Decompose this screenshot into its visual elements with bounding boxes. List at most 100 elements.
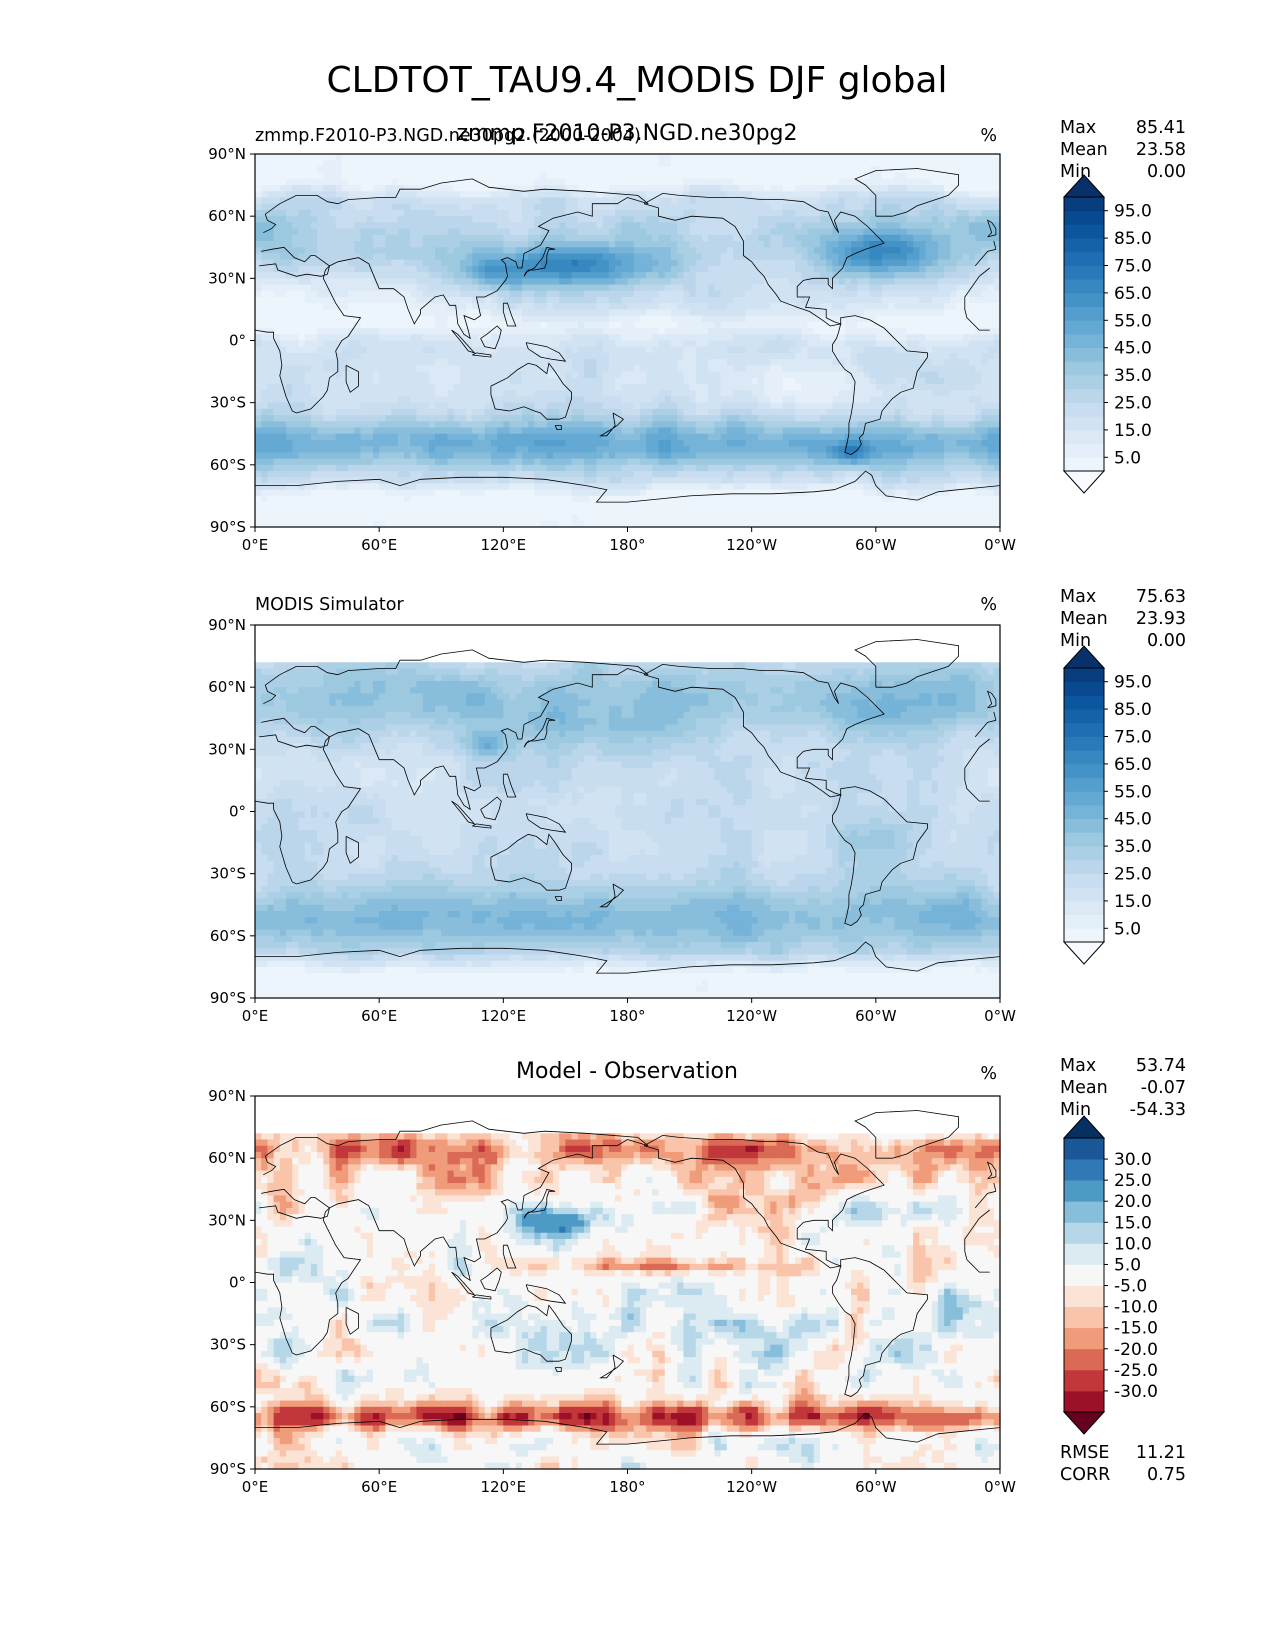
field-cell (267, 266, 274, 273)
field-cell (479, 173, 486, 180)
field-cell (292, 229, 299, 236)
field-cell (677, 403, 684, 410)
field-cell (714, 365, 721, 372)
field-cell (714, 154, 721, 161)
field-cell (851, 154, 858, 161)
field-cell (901, 309, 908, 316)
field-cell (578, 272, 585, 279)
field-cell (330, 316, 337, 323)
field-cell (485, 365, 492, 372)
field-cell (528, 216, 535, 223)
field-cell (832, 303, 839, 310)
field-cell (640, 334, 647, 341)
field-cell (491, 253, 498, 260)
field-cell (814, 253, 821, 260)
field-cell (665, 210, 672, 217)
field-cell (696, 390, 703, 397)
field-cell (944, 191, 951, 198)
field-cell (298, 322, 305, 329)
field-cell (379, 328, 386, 335)
field-cell (981, 309, 988, 316)
field-cell (851, 359, 858, 366)
field-cell (646, 278, 653, 285)
field-cell (485, 403, 492, 410)
field-cell (479, 198, 486, 205)
field-cell (957, 241, 964, 248)
field-cell (783, 260, 790, 267)
field-cell (274, 166, 281, 173)
field-cell (565, 241, 572, 248)
field-cell (963, 303, 970, 310)
field-cell (845, 341, 852, 348)
field-cell (454, 210, 461, 217)
field-cell (659, 297, 666, 304)
field-cell (659, 266, 666, 273)
field-cell (634, 229, 641, 236)
field-cell (373, 266, 380, 273)
field-cell (516, 372, 523, 379)
field-cell (683, 166, 690, 173)
field-cell (385, 396, 392, 403)
field-cell (255, 235, 262, 242)
field-cell (739, 166, 746, 173)
field-cell (559, 235, 566, 242)
field-cell (410, 278, 417, 285)
field-cell (932, 353, 939, 360)
field-cell (640, 409, 647, 416)
field-cell (367, 253, 374, 260)
field-cell (863, 260, 870, 267)
field-cell (305, 396, 312, 403)
field-cell (311, 291, 318, 298)
field-cell (280, 285, 287, 292)
field-cell (665, 316, 672, 323)
field-cell (311, 328, 318, 335)
field-cell (516, 210, 523, 217)
field-cell (789, 365, 796, 372)
field-cell (534, 272, 541, 279)
field-cell (652, 390, 659, 397)
field-cell (950, 185, 957, 192)
field-cell (957, 341, 964, 348)
field-cell (808, 266, 815, 273)
field-cell (652, 359, 659, 366)
field-cell (696, 365, 703, 372)
field-cell (739, 247, 746, 254)
field-cell (609, 247, 616, 254)
field-cell (423, 166, 430, 173)
field-cell (745, 322, 752, 329)
field-cell (435, 222, 442, 229)
field-cell (572, 365, 579, 372)
field-cell (839, 160, 846, 167)
field-cell (510, 210, 517, 217)
field-cell (503, 328, 510, 335)
field-cell (646, 285, 653, 292)
field-cell (410, 309, 417, 316)
field-cell (342, 185, 349, 192)
field-cell (882, 291, 889, 298)
field-cell (460, 166, 467, 173)
field-cell (932, 266, 939, 273)
field-cell (590, 160, 597, 167)
field-cell (646, 191, 653, 198)
field-cell (857, 204, 864, 211)
field-cell (845, 291, 852, 298)
field-cell (447, 241, 454, 248)
field-cell (919, 247, 926, 254)
field-cell (503, 154, 510, 161)
field-cell (261, 173, 268, 180)
field-cell (379, 247, 386, 254)
field-cell (286, 166, 293, 173)
field-cell (615, 365, 622, 372)
field-cell (646, 222, 653, 229)
field-cell (267, 384, 274, 391)
field-cell (348, 303, 355, 310)
field-cell (565, 247, 572, 254)
field-cell (981, 210, 988, 217)
field-cell (646, 316, 653, 323)
field-cell (553, 166, 560, 173)
field-cell (702, 173, 709, 180)
field-cell (739, 303, 746, 310)
field-cell (721, 372, 728, 379)
field-cell (404, 322, 411, 329)
field-cell (379, 372, 386, 379)
